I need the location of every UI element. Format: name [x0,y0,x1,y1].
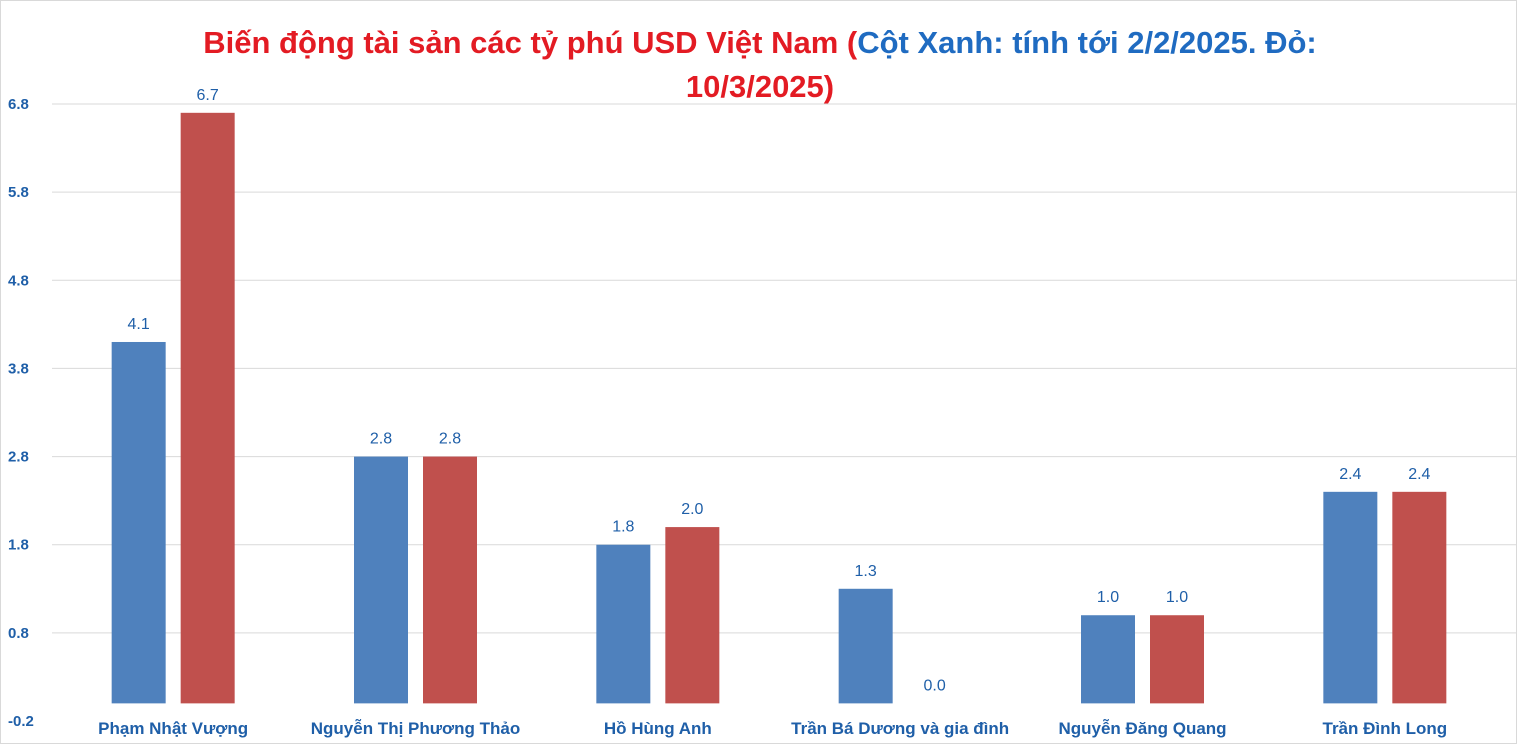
y-tick-label: 5.8 [8,184,29,201]
data-label: 1.0 [1166,589,1188,606]
category-label: Hồ Hùng Anh [604,719,712,738]
bar [1081,615,1135,704]
data-label: 2.4 [1408,466,1430,483]
category-label: Phạm Nhật Vượng [98,719,248,738]
y-tick-label: 0.8 [8,625,29,642]
category-label: Trần Bá Dương và gia đình [791,719,1009,738]
bar [1323,491,1378,704]
category-label: Nguyễn Thị Phương Thảo [311,719,521,738]
data-label: 1.8 [612,519,634,536]
chart-title-line-2: 10/3/2025) [60,68,1460,106]
data-labels: 4.1 6.7 2.8 2.8 1.8 2.0 1.3 0.0 1.0 1.0 2.4 2.4 [128,87,1431,695]
data-label: 2.8 [370,431,392,448]
y-tick-label: 4.8 [8,272,29,289]
y-tick-label: 3.8 [8,360,29,377]
chart-title-part-3: 10/3/2025) [685,69,835,104]
chart-title-part-1: Biến động tài sản các tỷ phú USD Việt Na… [203,25,858,60]
y-tick-label: 6.8 [8,96,29,113]
category-label: Nguyễn Đăng Quang [1058,719,1226,738]
data-label: 2.8 [439,431,461,448]
data-label: 2.0 [681,501,703,518]
bar [111,341,166,704]
bars [111,112,1447,704]
bar [180,112,235,704]
y-axis-tick-labels: 6.8 5.8 4.8 3.8 2.8 1.8 0.8 -0.2 [8,96,34,730]
bar [665,527,720,704]
chart-title-part-2: Cột Xanh: tính tới 2/2/2025. Đỏ: [857,25,1317,60]
bar [1392,491,1447,704]
bar [1150,615,1204,704]
x-axis-category-labels: Phạm Nhật Vượng Nguyễn Thị Phương Thảo Hồ … [98,719,1447,738]
data-label: 1.3 [855,563,877,580]
gridlines [52,103,1517,634]
data-label: 2.4 [1339,466,1361,483]
bar [838,588,893,704]
y-tick-label: 1.8 [8,537,29,554]
y-tick-label: 2.8 [8,449,29,466]
category-label: Trần Đình Long [1323,719,1448,738]
bar [354,456,408,704]
bar [423,456,477,704]
data-label: 0.0 [924,677,946,694]
data-label: 1.0 [1097,589,1119,606]
bar [596,544,651,704]
data-label: 6.7 [197,87,219,104]
y-tick-label: -0.2 [8,713,34,730]
chart-title-line-1: Biến động tài sản các tỷ phú USD Việt Na… [60,24,1460,62]
data-label: 4.1 [128,316,150,333]
